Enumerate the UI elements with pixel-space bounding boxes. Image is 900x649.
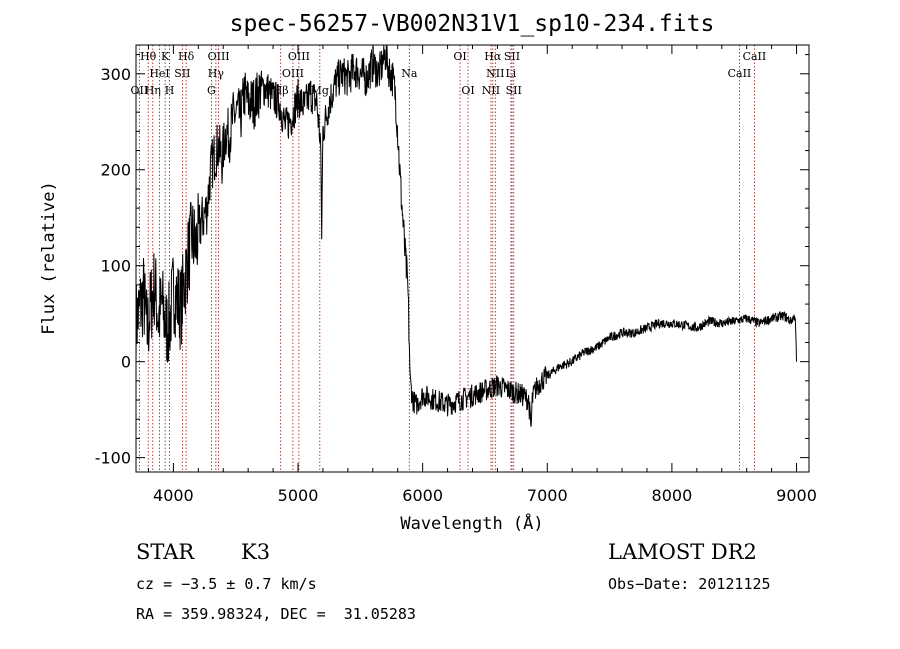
x-tick-label-4: 8000 bbox=[652, 486, 693, 505]
line-label-23: SII bbox=[506, 84, 522, 97]
line-label-11: Hβ bbox=[273, 84, 289, 97]
line-label-24: CaII bbox=[728, 67, 752, 80]
line-label-18: NII bbox=[482, 84, 500, 97]
line-label-7: Hδ bbox=[178, 50, 195, 63]
line-label-25: CaII bbox=[743, 50, 767, 63]
object-class: STAR bbox=[136, 540, 195, 564]
x-tick-label-3: 7000 bbox=[527, 486, 568, 505]
y-tick-label-2: 100 bbox=[100, 257, 131, 276]
line-label-15: Na bbox=[401, 67, 418, 80]
line-label-16: OI bbox=[453, 50, 466, 63]
x-tick-label-5: 9000 bbox=[776, 486, 817, 505]
x-tick-label-0: 4000 bbox=[153, 486, 194, 505]
line-label-5: H bbox=[165, 84, 175, 97]
line-label-3: HeI bbox=[149, 67, 169, 80]
coordinates: RA = 359.98324, DEC = 31.05283 bbox=[136, 605, 416, 623]
line-label-0: Hθ bbox=[140, 50, 157, 63]
observation-date: Obs−Date: 20121125 bbox=[608, 575, 771, 593]
object-subclass: K3 bbox=[241, 540, 271, 564]
line-label-14: Mg bbox=[311, 84, 329, 97]
y-axis-label: Flux (relative) bbox=[39, 181, 59, 335]
y-tick-label-3: 200 bbox=[100, 161, 131, 180]
spectrum-line bbox=[135, 44, 797, 427]
survey-name: LAMOST DR2 bbox=[608, 540, 757, 564]
line-label-8: G bbox=[207, 84, 216, 97]
chart-title: spec-56257-VB002N31V1_sp10-234.fits bbox=[230, 11, 715, 37]
line-label-1: OII bbox=[131, 84, 149, 97]
line-label-2: Hη bbox=[145, 84, 161, 97]
line-label-10: OIII bbox=[208, 50, 230, 63]
line-label-22: SII bbox=[504, 50, 520, 63]
line-label-21: Li bbox=[505, 67, 516, 80]
plot-frame bbox=[135, 44, 810, 473]
redshift-cz: cz = −3.5 ± 0.7 km/s bbox=[136, 575, 317, 593]
line-label-20: NII bbox=[486, 67, 504, 80]
x-axis-label: Wavelength (Å) bbox=[400, 512, 543, 534]
x-axis: 4000 5000 6000 7000 8000 9000 bbox=[147, 45, 817, 505]
y-tick-label-1: 0 bbox=[121, 353, 131, 372]
x-tick-label-1: 5000 bbox=[278, 486, 319, 505]
y-axis: -100 0 100 200 300 bbox=[95, 54, 809, 468]
x-tick-label-2: 6000 bbox=[402, 486, 443, 505]
line-label-12: OIII bbox=[282, 67, 304, 80]
line-label-9: Hγ bbox=[208, 67, 225, 80]
line-label-4: K bbox=[161, 50, 170, 63]
line-label-6: SII bbox=[174, 67, 190, 80]
line-label-17: OI bbox=[461, 84, 474, 97]
line-label-13: OIII bbox=[288, 50, 310, 63]
line-label-19: Hα bbox=[484, 50, 502, 63]
y-tick-label-4: 300 bbox=[100, 65, 131, 84]
y-tick-label-0: -100 bbox=[95, 449, 131, 468]
spectrum-series bbox=[135, 44, 797, 427]
